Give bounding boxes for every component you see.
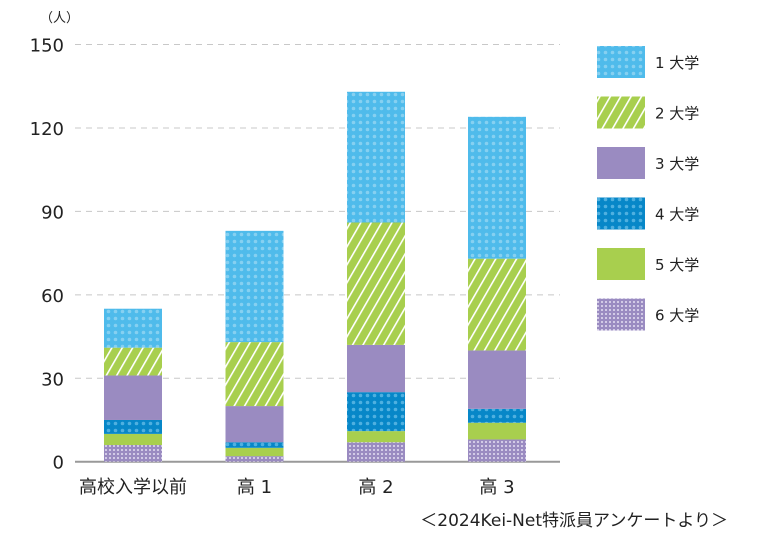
- legend-label: 2 大学: [655, 105, 699, 123]
- legend-swatch: [597, 96, 645, 129]
- bar-segment: [104, 433, 162, 446]
- bar-segment: [468, 408, 526, 423]
- legend-label: 6 大学: [655, 307, 699, 325]
- bar-segment: [104, 308, 162, 348]
- bar-segment: [468, 258, 526, 351]
- bar-segment: [468, 422, 526, 440]
- y-tick-label: 120: [30, 119, 64, 140]
- bar-segment: [104, 375, 162, 420]
- bar-segment: [225, 342, 284, 407]
- bar-segment: [225, 456, 284, 462]
- bar-segment: [347, 222, 405, 345]
- bar-segment: [347, 431, 405, 443]
- y-tick-label: 90: [41, 202, 64, 223]
- legend-swatch: [597, 197, 645, 230]
- bar-segment: [468, 439, 526, 462]
- bar-segment: [104, 347, 162, 376]
- bar-segment: [468, 116, 526, 259]
- bar-segment: [225, 442, 284, 448]
- legend-swatch: [597, 298, 645, 331]
- y-axis-label: （人）: [40, 11, 79, 26]
- legend-swatch: [597, 147, 645, 179]
- legend-label: 3 大学: [655, 155, 699, 173]
- bar-segment: [225, 406, 284, 443]
- bar-segment: [347, 344, 405, 393]
- legend-label: 4 大学: [655, 206, 699, 224]
- bar-segment: [468, 350, 526, 409]
- y-tick-label: 0: [53, 453, 64, 474]
- legend-swatch: [597, 248, 645, 280]
- bar-segment: [104, 419, 162, 434]
- x-tick-label: 高 1: [237, 477, 272, 498]
- bar-segment: [347, 91, 405, 223]
- x-tick-label: 高 2: [358, 477, 393, 498]
- bar-segment: [225, 447, 284, 457]
- source-note: ＜2024Kei-Net特派員アンケートより＞: [420, 511, 728, 531]
- bar-segment: [225, 230, 284, 343]
- legend-swatch: [597, 46, 645, 78]
- x-tick-label: 高 3: [479, 477, 514, 498]
- bar-segment: [104, 445, 162, 462]
- legend-label: 5 大学: [655, 256, 699, 274]
- y-tick-label: 60: [41, 286, 64, 307]
- y-tick-label: 30: [41, 369, 64, 390]
- legend-label: 1 大学: [655, 54, 699, 72]
- x-tick-label: 高校入学以前: [79, 477, 187, 498]
- bar-segment: [347, 442, 405, 462]
- y-tick-label: 150: [30, 36, 64, 57]
- bar-segment: [347, 392, 405, 432]
